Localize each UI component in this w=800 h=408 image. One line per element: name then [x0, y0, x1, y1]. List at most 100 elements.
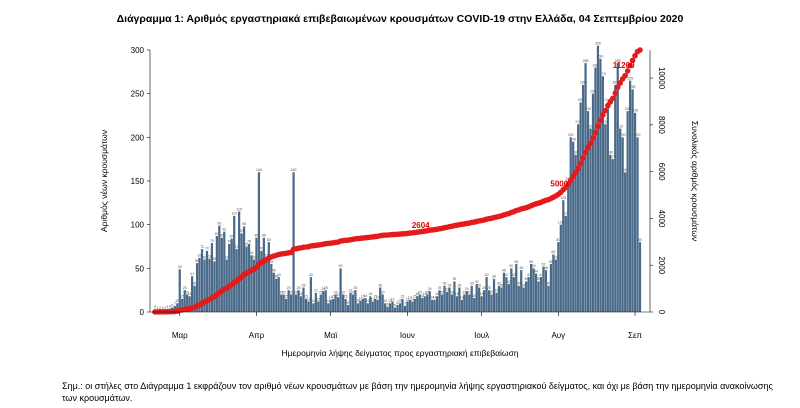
- x-axis-label: Ημερομηνία λήψης δείγματος προς εργαστηρ…: [281, 348, 518, 358]
- x-ticks-group: Μαρ Απρ Μαϊ Ιουν Ιουλ Αυγ Σεπ: [172, 312, 643, 340]
- bar-value-label: 20: [185, 290, 189, 294]
- cumulative-line-group: [152, 47, 643, 315]
- bar: [626, 111, 629, 312]
- bar-value-label: 20: [425, 290, 429, 294]
- bar-value-label: 61: [207, 255, 211, 259]
- bar-value-label: 55: [529, 260, 533, 264]
- bar-value-label: 12: [316, 297, 320, 301]
- bar: [186, 294, 189, 312]
- bar: [191, 276, 194, 312]
- cumulative-point: [565, 181, 572, 188]
- bar-value-label: 50: [509, 264, 513, 268]
- bar-value-label: 20: [381, 290, 385, 294]
- bar: [277, 277, 280, 312]
- bar-value-label: 20: [467, 290, 471, 294]
- cumulative-point: [614, 84, 621, 91]
- bar-value-label: 240: [605, 98, 611, 102]
- bar-value-label: 28: [378, 283, 382, 287]
- cumulative-point: [575, 165, 581, 172]
- bar: [319, 294, 322, 312]
- cumulative-point: [572, 169, 579, 176]
- bar: [492, 278, 496, 312]
- bar-value-label: 14: [408, 296, 412, 300]
- bar-value-label: 40: [539, 273, 543, 277]
- bar-value-label: 5: [394, 303, 396, 307]
- bar-value-label: 16: [363, 294, 367, 298]
- bar-value-label: 55: [549, 260, 553, 264]
- footnote: Σημ.: οι στήλες στο Διάγραμμα 1 εκφράζου…: [62, 381, 773, 403]
- cumulative-annotation: 11200: [613, 61, 635, 70]
- bar: [450, 294, 454, 312]
- bar-value-label: 35: [452, 277, 456, 281]
- bar: [408, 299, 411, 312]
- bar-value-label: 62: [264, 254, 268, 258]
- bar-value-label: 260: [612, 81, 618, 85]
- bar: [403, 305, 407, 312]
- bar-value-label: 25: [487, 286, 491, 290]
- bar-value-label: 15: [180, 295, 184, 299]
- bar: [520, 270, 523, 312]
- bar: [619, 128, 622, 312]
- bar-value-label: 230: [585, 107, 591, 111]
- bar-value-label: 10: [356, 299, 360, 303]
- bar-value-label: 128: [560, 196, 566, 200]
- bar-value-label: 52: [542, 262, 546, 266]
- bar: [539, 277, 543, 312]
- bar-value-label: 290: [597, 55, 603, 59]
- bar-value-label: 210: [617, 124, 623, 128]
- bar: [624, 172, 627, 312]
- bar-value-label: 24: [465, 287, 469, 291]
- bar-value-label: 62: [198, 254, 202, 258]
- bar: [379, 287, 382, 312]
- bar-value-label: 28: [522, 283, 526, 287]
- bar: [356, 303, 360, 312]
- bar: [416, 296, 419, 312]
- bar: [604, 124, 607, 312]
- bar-value-label: 12: [371, 297, 375, 301]
- bar: [396, 305, 399, 312]
- bar-value-label: 40: [309, 273, 313, 277]
- cumulative-point: [582, 149, 589, 156]
- bar: [304, 298, 308, 312]
- bar-value-label: 3: [154, 305, 156, 309]
- bar: [369, 296, 372, 312]
- bar: [633, 112, 637, 312]
- bar: [245, 246, 248, 312]
- bar: [393, 307, 397, 312]
- bar: [329, 299, 332, 312]
- bar: [532, 268, 535, 312]
- bar-value-label: 60: [252, 255, 256, 259]
- bar-value-label: 35: [537, 277, 541, 281]
- bar: [487, 290, 491, 312]
- bar-value-label: 70: [205, 247, 209, 251]
- bar-value-label: 18: [368, 292, 372, 296]
- bar: [522, 287, 525, 312]
- bar: [586, 111, 590, 312]
- bar-value-label: 22: [314, 289, 318, 293]
- bar-value-label: 56: [195, 259, 199, 263]
- bar: [609, 154, 612, 312]
- x-tick-label: Ιουν: [400, 331, 415, 340]
- bar: [406, 301, 409, 312]
- bar: [334, 294, 337, 312]
- bar: [230, 238, 233, 312]
- bar-value-label: 5: [171, 303, 173, 307]
- bar-value-label: 41: [190, 272, 194, 276]
- bar: [289, 294, 293, 312]
- bar-value-label: 2: [159, 306, 161, 310]
- bar-value-label: 23: [445, 288, 449, 292]
- bar: [309, 277, 313, 312]
- y-tick-label: 100: [131, 221, 145, 230]
- bar: [312, 303, 315, 312]
- bar-value-label: 6: [387, 303, 389, 307]
- bar: [606, 102, 609, 313]
- bar-value-label: 10: [366, 299, 370, 303]
- bar-value-label: 18: [480, 292, 484, 296]
- bar-value-label: 13: [358, 296, 362, 300]
- bar: [220, 237, 223, 312]
- cumulative-point: [580, 155, 586, 161]
- bar-value-label: 28: [457, 283, 461, 287]
- bar-value-label: 48: [544, 266, 548, 270]
- bar: [636, 137, 639, 312]
- bar-value-label: 78: [247, 240, 251, 244]
